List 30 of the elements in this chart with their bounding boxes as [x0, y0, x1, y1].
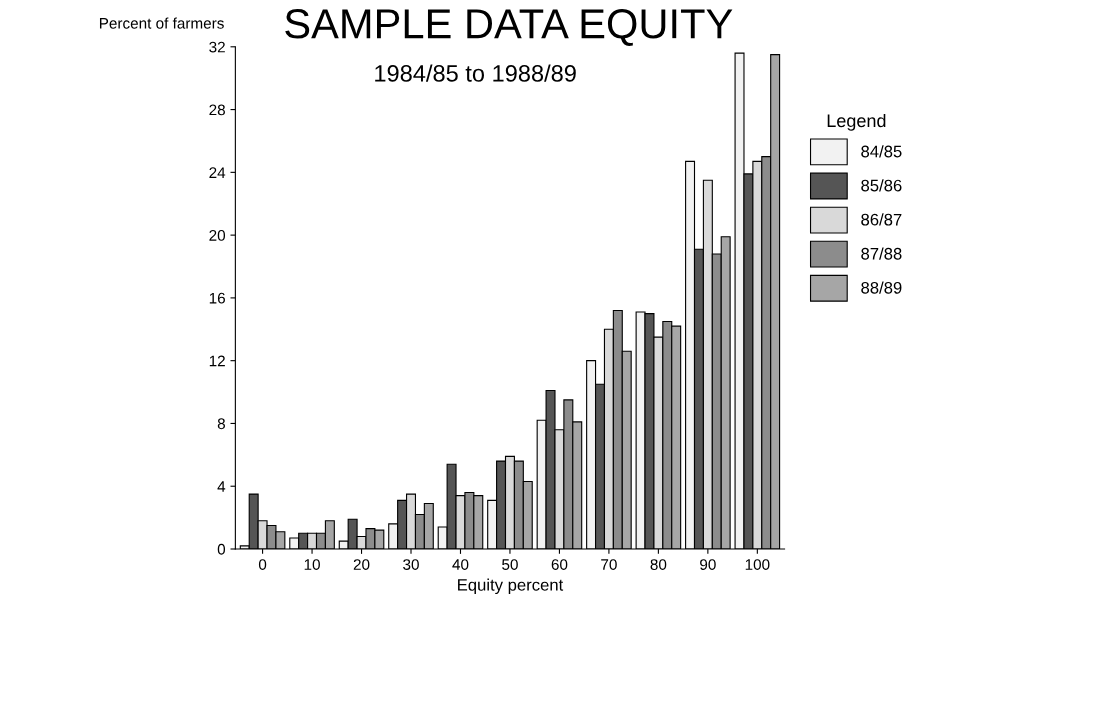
x-tick-label: 10: [304, 559, 320, 570]
chart-title: SAMPLE DATA EQUITY: [285, 9, 733, 47]
x-tick-label: 40: [452, 559, 469, 570]
x-tick-label: 80: [650, 559, 667, 570]
x-tick-label: 50: [502, 559, 518, 570]
legend-label: 88/89: [861, 281, 902, 294]
y-tick-label: 32: [209, 41, 225, 53]
y-tick-label: 16: [209, 292, 225, 304]
x-tick-label: 20: [353, 559, 370, 570]
y-tick-label: 12: [209, 355, 225, 367]
y-axis-title: Percent of farmers: [99, 17, 224, 29]
y-tick-label: 8: [217, 418, 225, 430]
legend-title: Legend: [827, 113, 886, 131]
x-axis-title: Equity percent: [458, 578, 564, 595]
x-tick-label: 60: [551, 559, 568, 570]
legend-label: 84/85: [861, 145, 902, 158]
y-tick-label: 28: [209, 104, 225, 116]
legend-label: 87/88: [861, 247, 902, 260]
legend-label: 86/87: [861, 213, 902, 226]
y-tick-label: 20: [209, 229, 226, 241]
legend-label: 85/86: [861, 179, 902, 192]
y-tick-label: 4: [217, 481, 226, 492]
x-tick-label: 30: [403, 559, 419, 570]
x-tick-label: 100: [745, 559, 770, 570]
x-tick-label: 90: [700, 559, 716, 570]
text: 1984/85 to 1988/89: [375, 64, 576, 82]
x-tick-label: 0: [258, 559, 267, 570]
x-tick-label: 70: [601, 559, 617, 570]
y-tick-label: 0: [217, 543, 226, 555]
y-tick-label: 24: [209, 167, 226, 178]
